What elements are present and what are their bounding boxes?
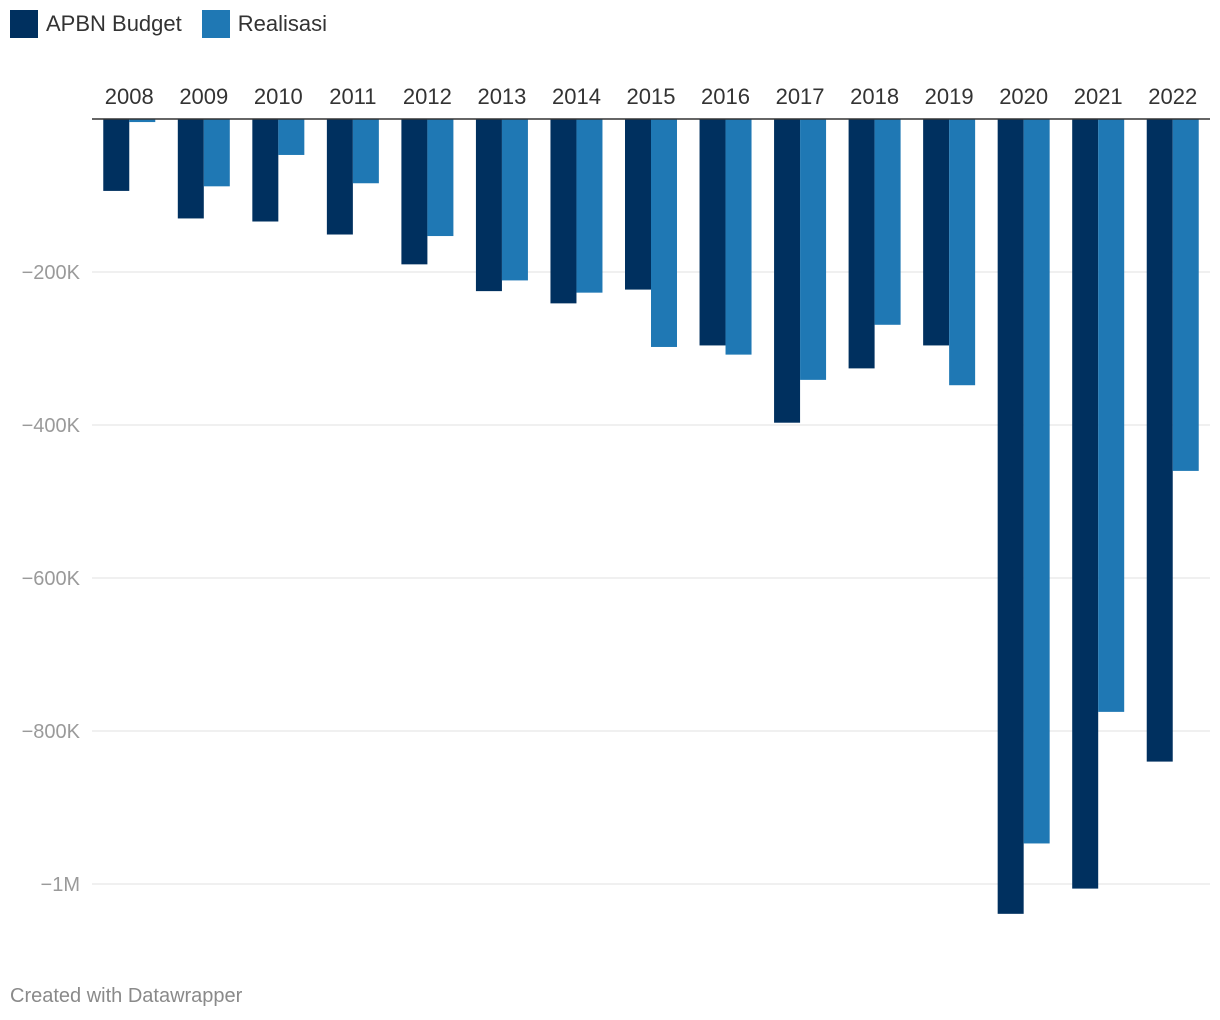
x-category-label: 2012 [403, 84, 452, 109]
legend-swatch-apbn-budget [10, 10, 38, 38]
x-category-label: 2008 [105, 84, 154, 109]
x-category-label: 2021 [1074, 84, 1123, 109]
bar-realisasi [501, 119, 528, 281]
x-category-label: 2018 [850, 84, 899, 109]
credit-text: Created with Datawrapper [10, 985, 243, 1007]
bar-realisasi [576, 119, 603, 293]
y-tick-label: −200K [22, 262, 81, 284]
bar-realisasi [129, 119, 156, 123]
bar-realisasi [352, 119, 379, 184]
x-category-label: 2009 [179, 84, 228, 109]
x-category-label: 2010 [254, 84, 303, 109]
legend-label-apbn-budget: APBN Budget [46, 11, 182, 36]
bar-apbn-budget [252, 119, 279, 222]
x-category-label: 2011 [329, 84, 376, 109]
bar-realisasi [949, 119, 976, 386]
bar-realisasi [427, 119, 454, 237]
bar-apbn-budget [625, 119, 651, 290]
bar-realisasi [278, 119, 305, 155]
bar-apbn-budget [848, 119, 875, 369]
x-category-label: 2016 [701, 84, 750, 109]
bar-apbn-budget [1072, 119, 1099, 889]
bar-apbn-budget [177, 119, 204, 219]
bar-apbn-budget [1146, 119, 1173, 762]
x-category-label: 2022 [1148, 84, 1197, 109]
bar-apbn-budget [475, 119, 502, 292]
bar-realisasi [1098, 119, 1125, 712]
bar-apbn-budget [401, 119, 428, 265]
bar-realisasi [1172, 119, 1199, 471]
bar-apbn-budget [103, 119, 130, 191]
bar-realisasi [874, 119, 901, 325]
legend-item-realisasi: Realisasi [201, 10, 328, 38]
bar-realisasi [725, 119, 752, 355]
y-tick-label: −800K [22, 721, 81, 743]
bar-apbn-budget [550, 119, 577, 304]
bar-realisasi [1023, 119, 1050, 844]
x-category-label: 2014 [552, 84, 601, 109]
x-category-label: 2019 [925, 84, 974, 109]
bar-apbn-budget [699, 119, 726, 346]
bar-apbn-budget [923, 119, 950, 346]
legend-label-realisasi: Realisasi [237, 11, 328, 36]
bar-apbn-budget [997, 119, 1024, 914]
x-category-label: 2013 [477, 84, 526, 109]
legend: APBN Budget Realisasi [10, 10, 327, 38]
bar-realisasi [800, 119, 827, 380]
y-tick-label: −400K [22, 415, 81, 437]
bar-realisasi [651, 119, 677, 347]
y-tick-label: −1M [41, 874, 80, 896]
y-tick-label: −600K [22, 568, 81, 590]
x-category-label: 2020 [999, 84, 1048, 109]
bar-realisasi [203, 119, 230, 187]
x-category-label: 2017 [776, 84, 825, 109]
bar-apbn-budget [774, 119, 801, 423]
legend-item-apbn-budget: APBN Budget [10, 10, 182, 38]
bar-chart: −200K −400K −600K −800K −1M 2008 2009 2010 2011 2… [22, 84, 1210, 914]
legend-swatch-realisasi [201, 10, 230, 38]
x-category-label: 2015 [627, 84, 676, 109]
bar-apbn-budget [326, 119, 353, 235]
